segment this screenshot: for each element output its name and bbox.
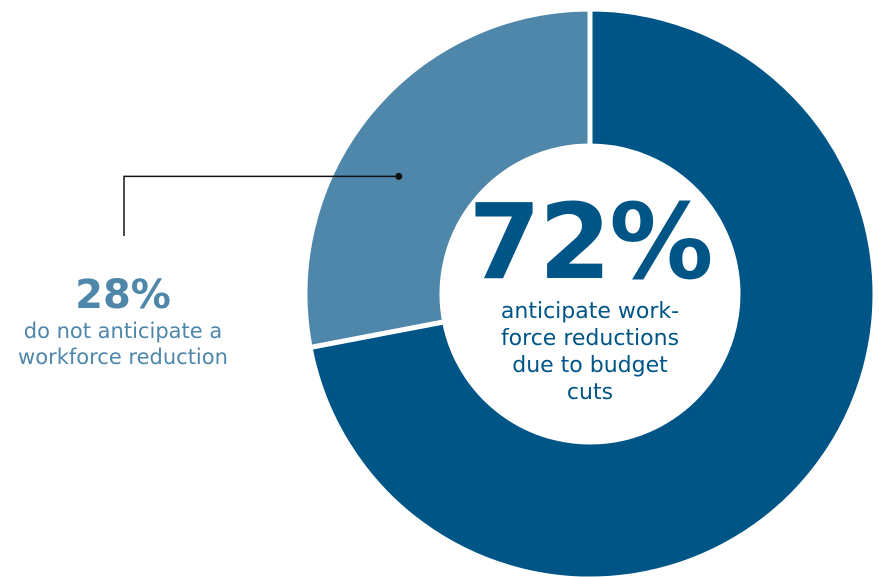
leader-line xyxy=(123,175,399,236)
donut-slice-1 xyxy=(307,6,878,577)
minor-slice-description: do not anticipate a workforce reduction xyxy=(18,319,228,369)
minor-slice-label: 28% do not anticipate a workforce reduct… xyxy=(0,272,246,370)
minor-slice-percentage: 28% xyxy=(75,272,171,318)
leader-dot xyxy=(395,172,403,180)
main-slice-label: 72% anticipate work-force reductions due… xyxy=(445,190,735,406)
main-slice-description: anticipate work-force reductions due to … xyxy=(500,299,680,405)
main-slice-percentage: 72% xyxy=(468,181,714,303)
donut-slice-2 xyxy=(302,6,593,351)
